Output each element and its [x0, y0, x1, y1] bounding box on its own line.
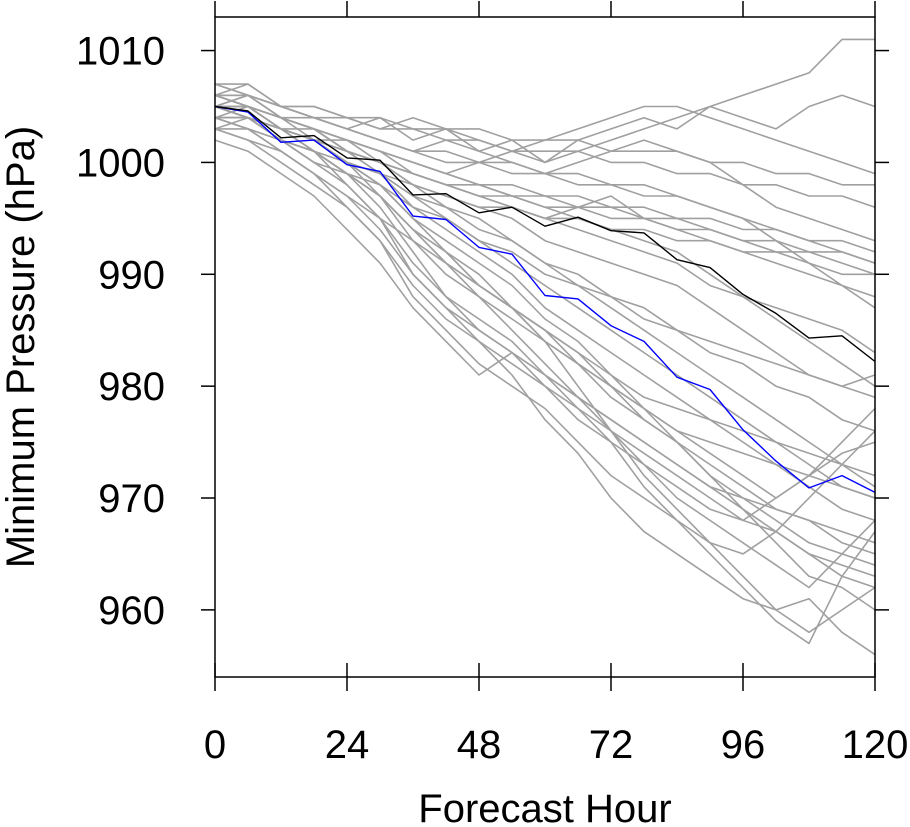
x-tick-label: 96 — [721, 723, 766, 767]
series-line-ensemble-30 — [215, 105, 876, 388]
series-line-ensemble-35 — [214, 94, 876, 253]
x-tick-label: 0 — [204, 723, 226, 767]
tick-labels: 0 24 48 72 96 120 960 970 980 990 1000 1010 — [76, 30, 908, 767]
series-line-ensemble-12 — [215, 116, 876, 656]
x-axis-title: Forecast Hour — [418, 787, 671, 827]
series-line-ensemble-27 — [214, 105, 876, 544]
series-line-ensemble-18 — [214, 105, 876, 432]
series-line-highlight-0 — [214, 105, 876, 494]
ensemble-lines — [214, 38, 876, 656]
series-line-ensemble-11 — [214, 94, 876, 645]
y-tick-label: 960 — [98, 589, 165, 633]
series-line-ensemble-28 — [214, 94, 876, 499]
series-line-ensemble-36 — [214, 128, 876, 589]
x-tick-label: 72 — [589, 723, 634, 767]
series-line-ensemble-16 — [214, 116, 876, 555]
x-tick-label: 120 — [842, 723, 909, 767]
y-tick-label: 970 — [98, 477, 165, 521]
series-line-ensemble-8 — [214, 116, 876, 499]
series-line-ensemble-37 — [214, 105, 876, 566]
series-line-ensemble-21 — [215, 105, 875, 276]
y-axis-title: Minimum Pressure (hPa) — [0, 126, 43, 568]
ticks — [201, 1, 889, 691]
plot-frame — [214, 16, 876, 678]
series-line-ensemble-32 — [215, 94, 875, 186]
series-line-ensemble-19 — [215, 116, 876, 555]
series-line-ensemble-31 — [215, 83, 876, 309]
series-line-ensemble-33 — [214, 105, 876, 387]
series-line-ensemble-24 — [214, 94, 876, 208]
series-line-ensemble-9 — [214, 116, 876, 611]
main-lines — [214, 105, 876, 494]
x-tick-label: 48 — [457, 723, 502, 767]
series-line-mean-1 — [214, 105, 876, 363]
x-tick-label: 24 — [325, 723, 370, 767]
y-tick-label: 980 — [98, 365, 165, 409]
series-line-ensemble-29 — [214, 116, 876, 477]
series-line-ensemble-13 — [215, 105, 876, 589]
y-tick-label: 990 — [98, 253, 165, 297]
y-tick-label: 1000 — [76, 141, 165, 185]
y-tick-label: 1010 — [76, 30, 165, 74]
